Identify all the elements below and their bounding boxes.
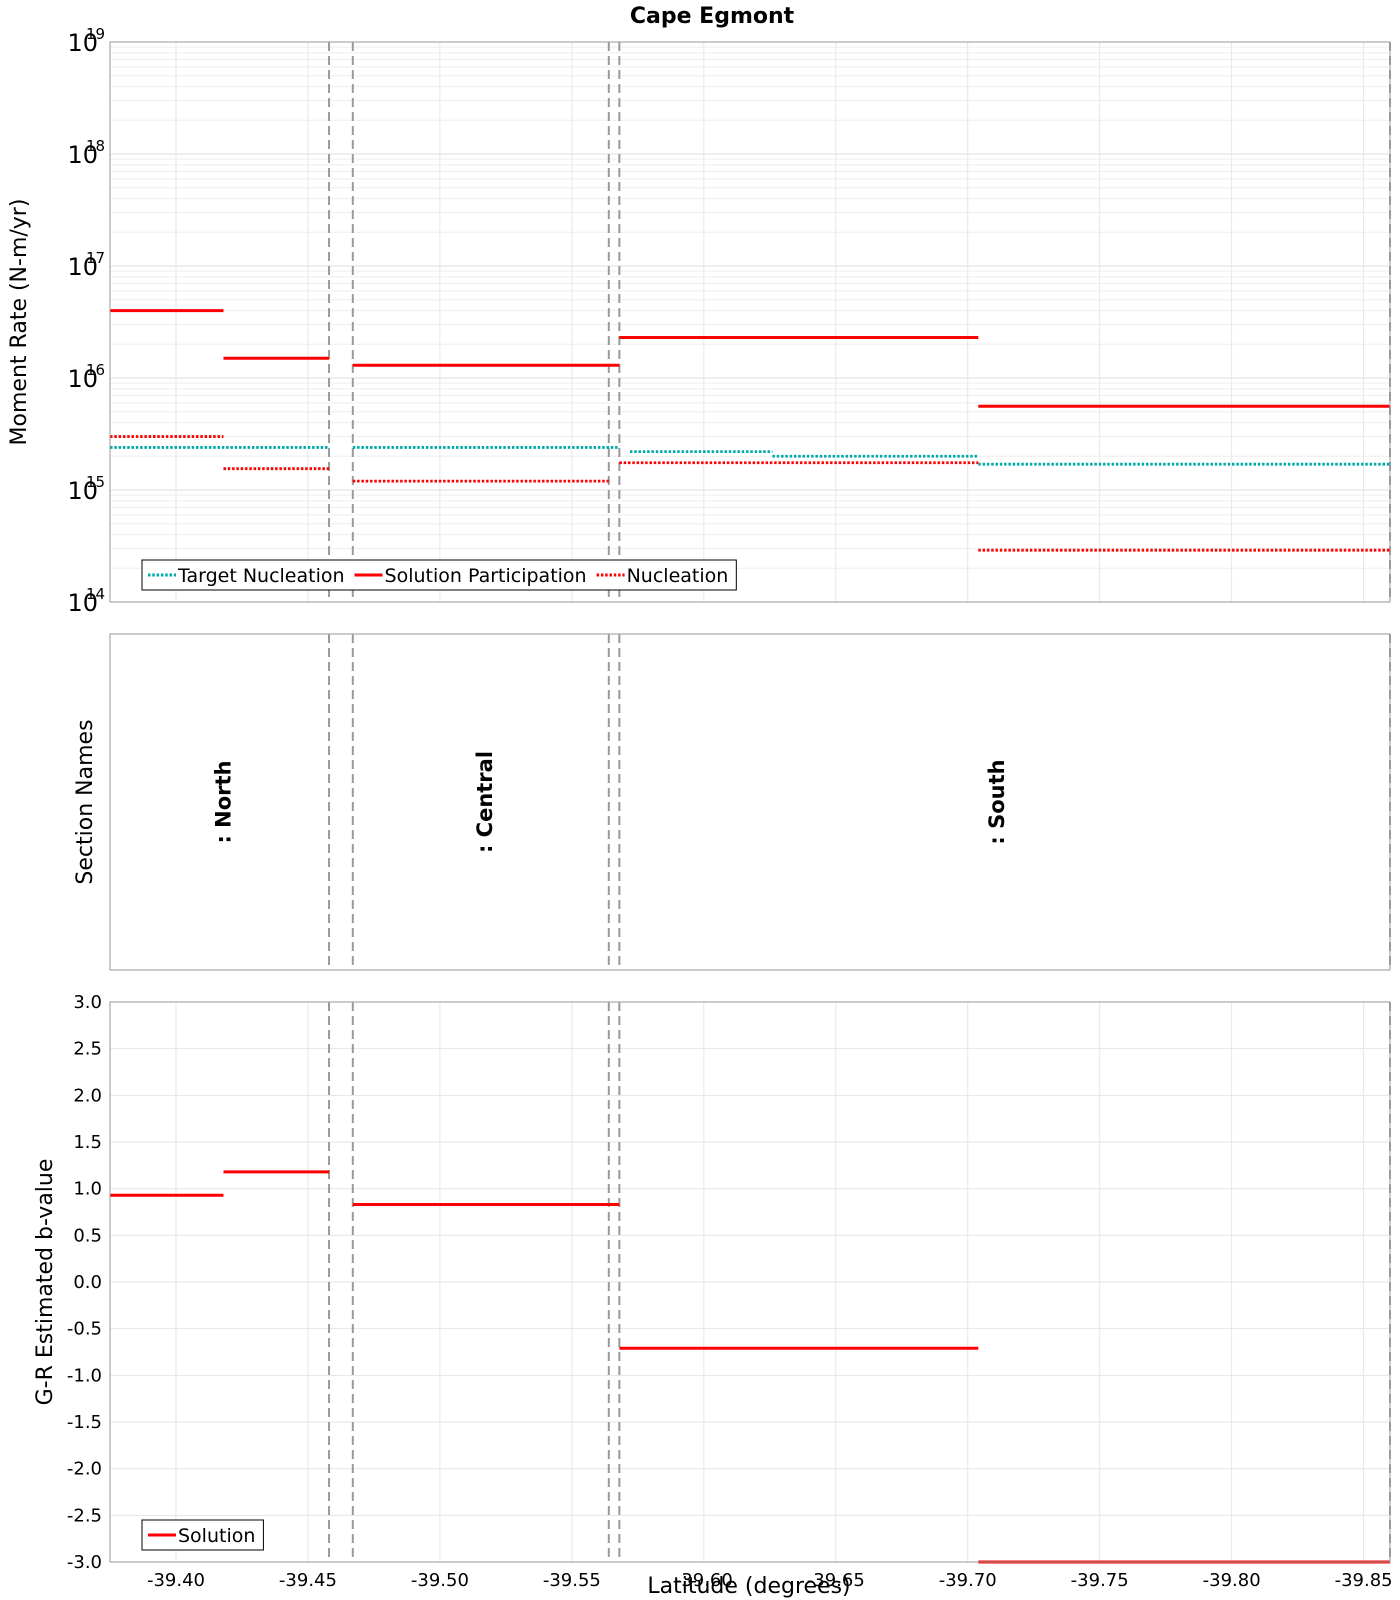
y-tick-exponent: 15 xyxy=(86,473,105,491)
legend-label: Nucleation xyxy=(627,565,729,587)
y-tick-base: 10 xyxy=(67,365,98,393)
y-tick-label: -3.0 xyxy=(67,1552,102,1573)
plot-area-sections xyxy=(110,634,1390,970)
series-0-2 xyxy=(110,435,1390,552)
legend: Target Nucleation Solution Participation N… xyxy=(141,559,737,591)
y-tick-base: 10 xyxy=(67,141,98,169)
plot-frame-moment xyxy=(109,41,1391,603)
y-tick-base: 10 xyxy=(67,253,98,281)
y-axis-label: Moment Rate (N-m/yr) xyxy=(7,199,32,446)
x-tick-label: -39.45 xyxy=(279,1570,337,1591)
panel-bvalue: 3.0 2.5 2.0 1.5 1.0 0.5 0.0 -0.5 -1.0 -1.5 -2.0 -2.… xyxy=(33,992,1393,1591)
legend-item: Nucleation xyxy=(596,565,729,587)
x-tick-label: -39.80 xyxy=(1203,1570,1261,1591)
y-tick-exponent: 19 xyxy=(86,25,105,43)
y-axis-label: G-R Estimated b-value xyxy=(33,1159,58,1406)
y-tick-exponent: 14 xyxy=(86,585,105,603)
y-tick-label: -2.0 xyxy=(67,1459,102,1480)
y-tick-base: 10 xyxy=(67,29,98,57)
y-tick-exponent: 17 xyxy=(86,249,105,267)
y-tick-label: 2.0 xyxy=(73,1085,102,1106)
section-name-label: : North xyxy=(211,760,235,843)
y-tick-label: -1.5 xyxy=(67,1412,102,1433)
legend-label: Solution xyxy=(178,1525,255,1547)
legend-label: Target Nucleation xyxy=(177,565,345,587)
y-tick-label: 0.0 xyxy=(73,1272,102,1293)
y-tick-base: 10 xyxy=(67,477,98,505)
legend-frame xyxy=(141,559,737,591)
x-tick-label: -39.65 xyxy=(807,1570,865,1591)
x-tick-label: -39.55 xyxy=(543,1570,601,1591)
y-tick-exponent: 18 xyxy=(86,137,105,155)
y-axis-label: Section Names xyxy=(73,719,98,884)
series-0-0 xyxy=(110,446,1390,466)
y-tick-base: 10 xyxy=(67,589,98,617)
panel-sections: Section Names : North : Central : South xyxy=(73,633,1391,971)
x-tick-label: -39.85 xyxy=(1335,1570,1393,1591)
series-0-1 xyxy=(110,309,1390,408)
y-tick-label: 1.5 xyxy=(73,1132,102,1153)
x-axis-label: Latitude (degrees) xyxy=(647,1574,850,1599)
y-tick-label: -2.5 xyxy=(67,1505,102,1526)
x-tick-label: -39.40 xyxy=(147,1570,205,1591)
plot-area-moment xyxy=(110,42,1390,602)
x-tick-label: -39.50 xyxy=(411,1570,469,1591)
x-tick-label: -39.70 xyxy=(939,1570,997,1591)
plot-frame-sections xyxy=(109,633,1391,971)
legend: Solution xyxy=(141,1519,264,1551)
plot-frame-bvalue xyxy=(109,1001,1391,1563)
y-tick-label: 1.0 xyxy=(73,1179,102,1200)
legend-item: Solution Participation xyxy=(354,565,587,587)
x-tick-label: -39.75 xyxy=(1071,1570,1129,1591)
legend-item: Solution xyxy=(148,1525,255,1547)
y-tick-exponent: 16 xyxy=(86,361,105,379)
legend-item: Target Nucleation xyxy=(148,565,345,587)
y-tick-label: 3.0 xyxy=(73,992,102,1013)
y-tick-label: -0.5 xyxy=(67,1319,102,1340)
y-tick-label: 2.5 xyxy=(73,1039,102,1060)
x-tick-label: -39.60 xyxy=(675,1570,733,1591)
y-tick-label: -1.0 xyxy=(67,1365,102,1386)
y-tick-label: 0.5 xyxy=(73,1225,102,1246)
chart-title: Cape Egmont xyxy=(630,4,795,29)
section-name-label: : South xyxy=(985,759,1009,844)
section-name-label: : Central xyxy=(473,751,497,853)
legend-label: Solution Participation xyxy=(385,565,587,587)
